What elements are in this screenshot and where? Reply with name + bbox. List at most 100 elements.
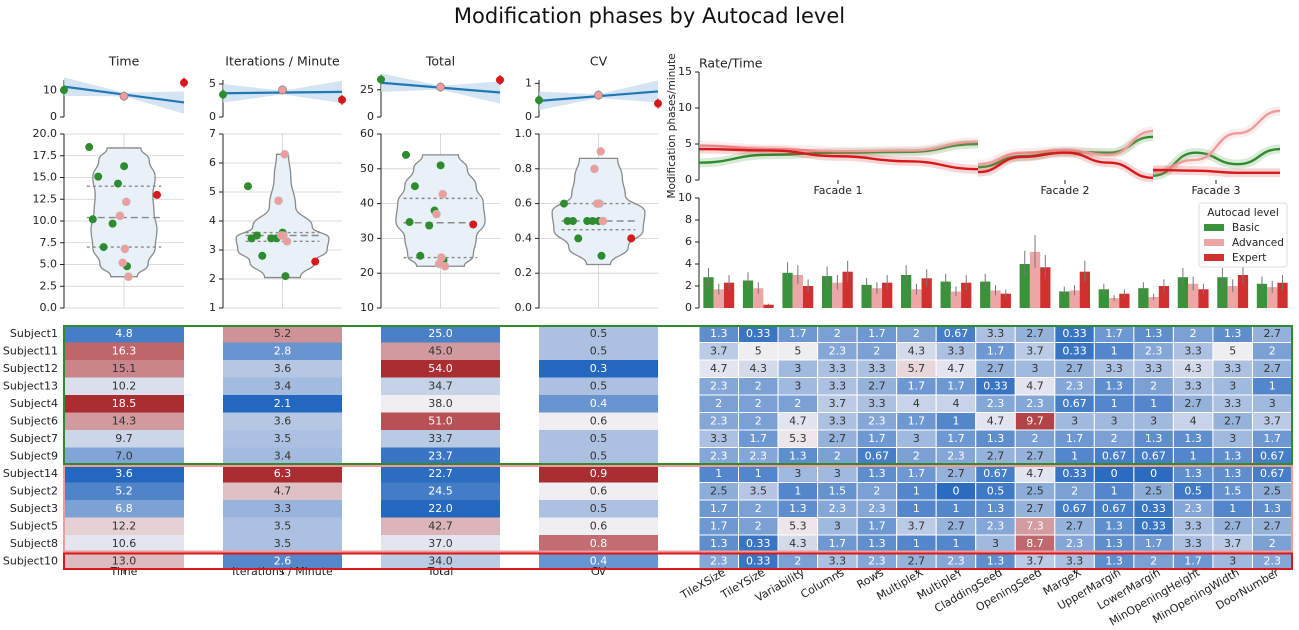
param-cell-value: 5.3 — [789, 432, 807, 445]
violin-tick-label-1: 4 — [209, 214, 216, 227]
rate-ylabel: Modification phases/minute — [666, 53, 678, 198]
param-cell-value: 1 — [1190, 449, 1197, 462]
violin-point-basic-3 — [559, 199, 568, 208]
param-cell-value: 0.67 — [1062, 502, 1087, 515]
violin-point-advanced-3 — [592, 199, 602, 208]
metric-cell-Subject9-1 — [223, 447, 342, 465]
param-cell-value: 7.3 — [1026, 519, 1044, 532]
violin-point-basic-3 — [597, 251, 606, 260]
violin-tick-label-0: 17.5 — [33, 149, 58, 162]
param-cell-value: 2.3 — [710, 414, 728, 427]
param-col-label-TileXSize: TileXSize — [678, 566, 728, 603]
param-cell-value: 0.33 — [746, 327, 771, 340]
param-cell-value: 0.67 — [1260, 467, 1285, 480]
metric-cell-value: 0.5 — [590, 344, 608, 357]
metric-cell-Subject12-3 — [539, 360, 658, 378]
param-cell-value: 3 — [1229, 554, 1236, 567]
metric-cell-Subject7-0 — [64, 430, 184, 448]
metric-cell-Subject13-0 — [64, 377, 184, 395]
metric-cell-Subject7-3 — [539, 430, 658, 448]
param-cell-value: 3.7 — [1026, 554, 1044, 567]
param-cell-value: 0.5 — [1184, 484, 1202, 497]
param-cell-value: 1.3 — [1145, 327, 1163, 340]
param-cell-value: 2 — [1111, 432, 1118, 445]
param-cell-value: 0.67 — [1102, 502, 1127, 515]
rate-facade-label: Facade 3 — [1191, 184, 1240, 197]
bar-advanced-MultipleX — [911, 289, 922, 308]
bar-expert-Rows — [882, 282, 893, 308]
param-cell-value: 3.3 — [1145, 362, 1163, 375]
param-cell-value: 1.3 — [1105, 519, 1123, 532]
param-cell-value: 9.7 — [1026, 414, 1044, 427]
param-cell-value: 3.3 — [1184, 519, 1202, 532]
param-cell-value: 3.3 — [947, 344, 965, 357]
param-cell-value: 1.3 — [1105, 379, 1123, 392]
param-cell-value: 2.7 — [947, 519, 965, 532]
param-cell-value: 4.3 — [908, 344, 926, 357]
param-cell-value: 3 — [794, 467, 801, 480]
metric-cell-Subject3-0 — [64, 500, 184, 518]
param-cell-value: 0.33 — [1062, 327, 1087, 340]
violin-tick-label-2: 20 — [360, 266, 374, 279]
param-cell-value: 1.3 — [868, 467, 886, 480]
param-cell-value: 1 — [952, 502, 959, 515]
param-cell-value: 3.3 — [829, 379, 847, 392]
violin-point-advanced-0 — [118, 258, 127, 268]
bar-advanced-MinOpeningHeight — [1188, 283, 1199, 308]
param-cell-value: 4.7 — [987, 414, 1005, 427]
param-cell-value: 2 — [794, 554, 801, 567]
param-cell-value: 3 — [794, 362, 801, 375]
rate-ytick-label: 15 — [678, 65, 692, 78]
param-cell-value: 1 — [1111, 484, 1118, 497]
subject-label-Subject12: Subject12 — [3, 362, 58, 375]
bar-expert-MultipleX — [921, 278, 932, 308]
metric-cell-value: 0.5 — [590, 327, 608, 340]
violin-point-advanced-0 — [120, 244, 130, 254]
reg-mean-point-2-2 — [496, 76, 504, 84]
param-cell-value: 1.7 — [908, 467, 926, 480]
violin-point-expert-1 — [311, 257, 320, 266]
metric-cell-value: 0.5 — [590, 379, 608, 392]
param-cell-value: 3.3 — [829, 362, 847, 375]
param-cell-value: 4.7 — [710, 362, 728, 375]
metric-cell-value: 25.0 — [428, 327, 453, 340]
metric-col-label-1: Iterations / Minute — [232, 565, 333, 578]
param-cell-value: 3.7 — [1026, 344, 1044, 357]
metric-cell-value: 54.0 — [428, 362, 453, 375]
bar-advanced-DoorNumber — [1267, 287, 1278, 308]
param-cell-value: 2.3 — [868, 414, 886, 427]
violin-point-expert-3 — [627, 234, 636, 243]
param-cell-value: 8.7 — [1026, 537, 1044, 550]
metric-cell-Subject12-2 — [381, 360, 500, 378]
violin-tick-label-3: 0.6 — [515, 197, 533, 210]
metric-cell-value: 10.6 — [112, 537, 137, 550]
violin-tick-label-1: 2 — [209, 272, 216, 285]
violin-tick-label-2: 60 — [360, 127, 374, 140]
param-cell-value: 2.3 — [1066, 379, 1084, 392]
param-cell-value: 5 — [794, 344, 801, 357]
param-cell-value: 0.33 — [1062, 344, 1087, 357]
violin-point-basic-1 — [281, 272, 290, 281]
violin-point-basic-1 — [267, 234, 276, 243]
param-cell-value: 1 — [1150, 397, 1157, 410]
metric-cell-value: 0.6 — [590, 414, 608, 427]
metric-cell-value: 22.7 — [428, 467, 453, 480]
param-cell-value: 0.33 — [746, 554, 771, 567]
param-cell-value: 1.3 — [710, 537, 728, 550]
bar-advanced-Columns — [832, 282, 843, 308]
param-cell-value: 1.3 — [1224, 449, 1242, 462]
violin-tick-label-0: 7.5 — [40, 236, 58, 249]
subject-label-Subject9: Subject9 — [10, 449, 58, 462]
bar-expert-TileYSize — [763, 304, 774, 308]
reg-mean-point-3-2 — [654, 99, 662, 108]
param-cell-value: 0.33 — [983, 379, 1008, 392]
param-cell-value: 2.3 — [1026, 397, 1044, 410]
param-cell-value: 2.7 — [1066, 362, 1084, 375]
param-cell-value: 0.33 — [746, 537, 771, 550]
rate-facade-label: Facade 2 — [1040, 184, 1089, 197]
metric-cell-value: 16.3 — [112, 344, 137, 357]
param-cell-value: 4.7 — [789, 414, 807, 427]
param-cell-value: 4.7 — [1026, 467, 1044, 480]
param-cell-value: 4.7 — [1026, 379, 1044, 392]
violin-tick-label-1: 1 — [209, 301, 216, 314]
